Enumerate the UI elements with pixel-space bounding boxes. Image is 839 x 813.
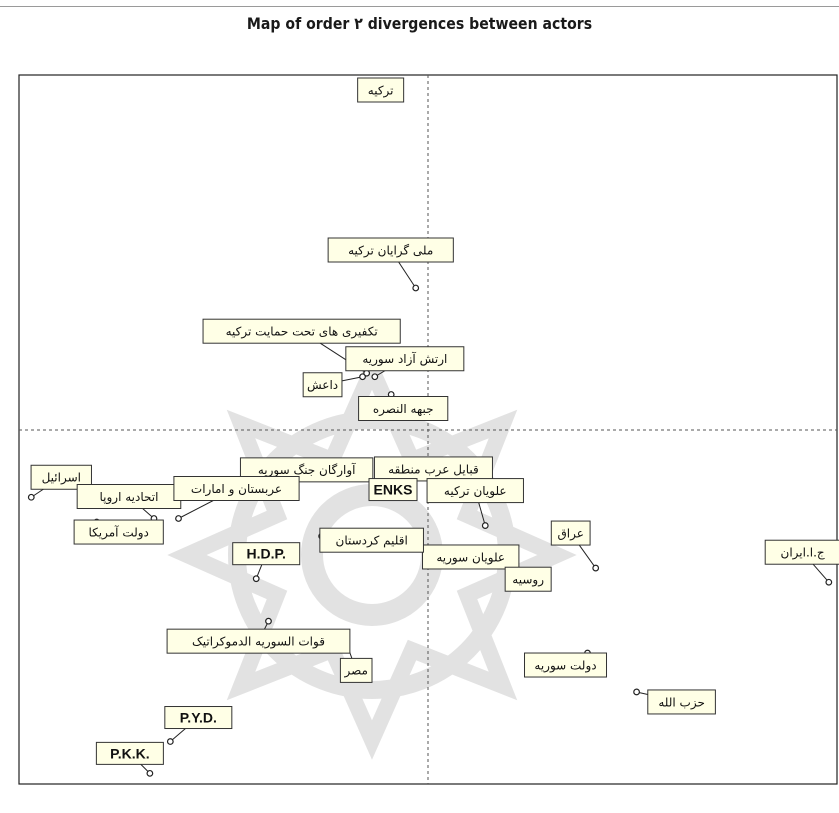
point-label-box	[319, 527, 424, 553]
point-label-box	[422, 544, 520, 570]
data-point	[265, 617, 272, 625]
point-label: ج.ا.ایران	[781, 546, 825, 561]
point-label-box	[339, 657, 373, 683]
point-label-box	[345, 346, 465, 372]
watermark-ring-inner	[301, 484, 443, 626]
point-label-box	[327, 237, 454, 263]
point-label-box	[764, 539, 839, 565]
chart-title: Map of order ۲ divergences between actor…	[246, 14, 593, 33]
point-label-box	[166, 628, 351, 654]
data-point	[633, 688, 640, 696]
data-point	[825, 578, 833, 586]
label-layer: ترکیه ملی گرایان ترکیه تکفیری های تحت حمای…	[30, 77, 839, 765]
point-label: ملی گرایان ترکیه	[348, 243, 433, 258]
data-point	[412, 284, 420, 292]
data-point	[175, 515, 182, 522]
point-label: اسرائیل	[42, 471, 81, 486]
point-label: دولت آمریکا	[89, 524, 149, 540]
point-label: H.D.P.	[247, 546, 286, 562]
data-point	[146, 769, 154, 777]
point-label: مصر	[343, 664, 367, 679]
point-label-box	[202, 318, 401, 344]
point-label-box	[504, 566, 552, 592]
point-label: روسیه	[512, 573, 544, 588]
point-label-box	[164, 706, 233, 730]
point-label: اتحادیه اروپا	[100, 490, 159, 505]
point-label-box	[358, 396, 449, 421]
data-point	[252, 575, 260, 583]
point-label: تکفیری های تحت حمایت ترکیه	[226, 325, 378, 340]
point-label: P.K.K.	[110, 745, 149, 761]
point-label-box	[647, 689, 716, 715]
data-point	[481, 522, 489, 529]
point-label-box	[302, 372, 343, 398]
point-label: علویان سوریه	[436, 550, 505, 565]
point-label-box	[173, 476, 300, 501]
point-label-box	[357, 77, 405, 103]
point-label-box	[524, 652, 608, 678]
data-point	[371, 373, 379, 381]
point-label: اقلیم کردستان	[336, 534, 408, 549]
point-label: قبایل عرب منطقه	[388, 462, 479, 477]
point-label-box	[95, 741, 164, 765]
point-label: ترکیه	[368, 83, 394, 98]
point-label-box	[368, 478, 418, 502]
point-label-box	[550, 520, 591, 546]
point-label: ENKS	[374, 482, 413, 498]
point-label: ارتش آزاد سوریه	[362, 351, 447, 367]
data-point	[592, 564, 600, 572]
point-label: علویان ترکیه	[444, 484, 507, 499]
point-label-box	[76, 484, 182, 509]
point-label-box	[73, 519, 164, 545]
point-label: P.Y.D.	[180, 710, 217, 726]
top-rule	[0, 6, 839, 7]
point-label: دولت سوریه	[534, 658, 596, 673]
chart-marks: ترکیه ملی گرایان ترکیه تکفیری های تحت حمای…	[27, 77, 839, 777]
data-point	[166, 738, 174, 745]
point-label: عربستان و امارات	[191, 482, 282, 497]
point-label: جبهه النصره	[373, 402, 434, 417]
point-label: عراق	[557, 526, 583, 541]
point-label: حزب الله	[658, 695, 705, 710]
point-label-box	[426, 478, 524, 504]
point-label: آوارگان جنگ سوریه	[258, 462, 356, 478]
data-point	[359, 373, 366, 381]
point-label-box	[232, 542, 301, 566]
data-point	[27, 493, 35, 501]
point-label: قوات السوریه الدموکراتیک	[192, 634, 325, 649]
point-label: داعش	[307, 378, 338, 393]
